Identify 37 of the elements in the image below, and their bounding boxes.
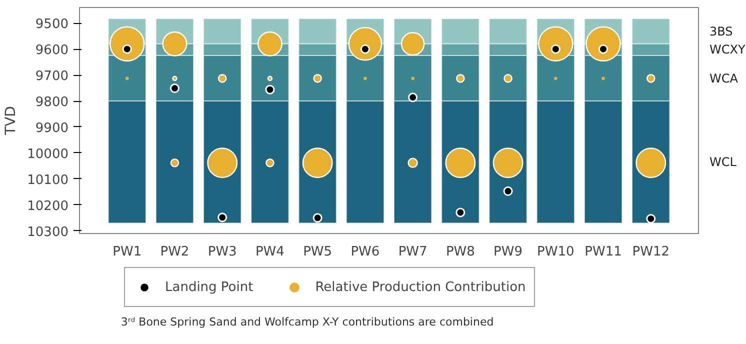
point	[456, 208, 466, 218]
x-tick-label: PW7	[398, 244, 428, 260]
x-tick-label: PW9	[494, 244, 523, 260]
y-axis-title: TVD	[3, 106, 20, 136]
x-tick-label: PW4	[255, 244, 284, 260]
text: 3BS	[710, 24, 733, 38]
x-tick-label: PW6	[350, 244, 380, 260]
point	[265, 84, 275, 94]
point	[408, 92, 418, 102]
x-tick-label: PW11	[584, 244, 622, 260]
y-tick-label: 9900	[35, 120, 69, 136]
legend-label: Relative Production Contribution	[315, 280, 526, 294]
point	[646, 214, 656, 224]
x-tick-label: PW2	[160, 244, 190, 260]
text: 3ʳᵈ Bone Spring Sand and Wolfcamp X-Y contributions are combined	[120, 316, 494, 328]
x-tick-label: PW8	[446, 244, 475, 260]
text: WCXY	[710, 42, 746, 57]
x-tick-label: PW3	[208, 244, 237, 260]
point	[170, 84, 180, 94]
text: WCL	[710, 155, 737, 170]
y-tick-label: 9500	[35, 17, 69, 32]
x-tick-label: PW12	[632, 244, 670, 260]
y-tick-label: 10000	[27, 146, 69, 162]
x-tick-label: PW5	[303, 244, 332, 260]
y-tick-label: 10200	[27, 198, 69, 214]
x-tick-label: PW10	[537, 244, 574, 260]
y-tick-label: 10300	[27, 224, 69, 240]
point	[312, 213, 322, 223]
point	[503, 186, 513, 196]
y-tick-label: 9700	[35, 69, 69, 84]
text: WCA	[710, 71, 739, 86]
x-tick-label: PW1	[112, 244, 142, 260]
legend-label: Landing Point	[165, 280, 254, 294]
y-tick-label: 10100	[27, 172, 69, 188]
point	[218, 212, 228, 222]
y-tick-label: 9600	[35, 43, 69, 58]
y-tick-label: 9800	[35, 95, 69, 110]
